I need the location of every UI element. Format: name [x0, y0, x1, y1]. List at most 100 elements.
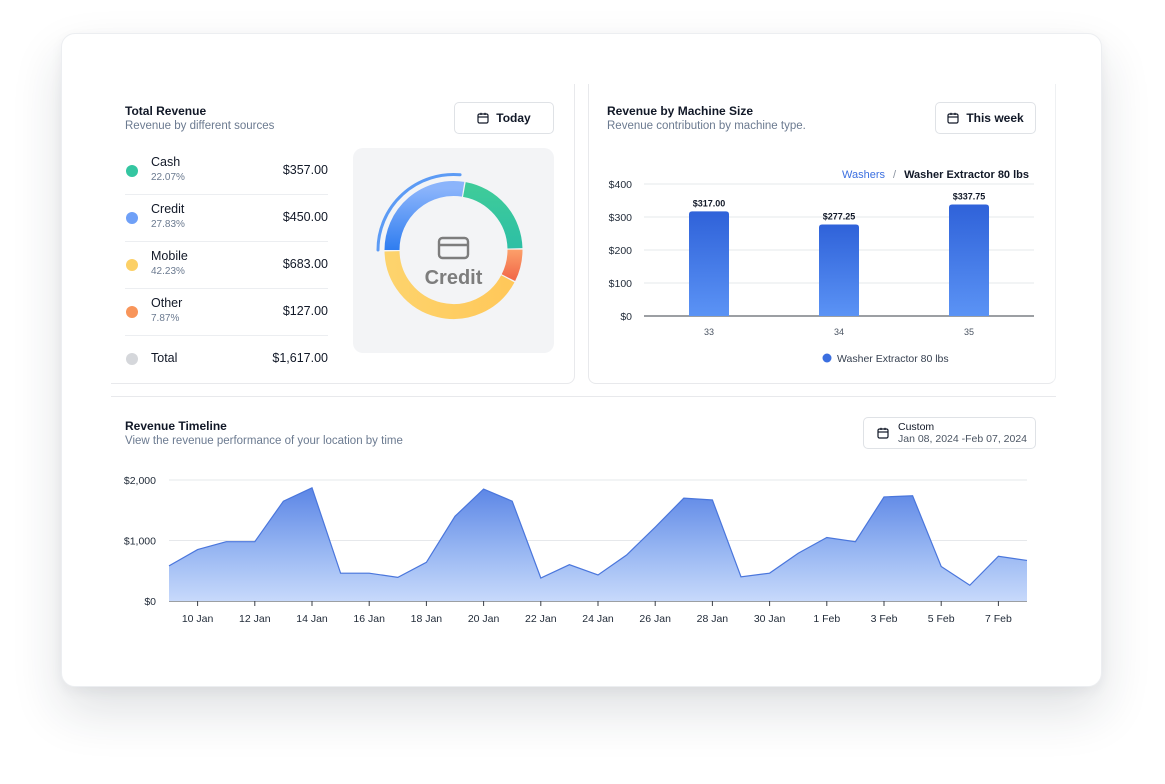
breadcrumb-current: Washer Extractor 80 lbs [904, 169, 1029, 181]
area-line [168, 487, 1028, 587]
today-filter-label: Today [496, 111, 531, 125]
bar-y-tick-label: $400 [609, 179, 633, 191]
area-point[interactable] [996, 554, 1000, 558]
legend-label[interactable]: Washer Extractor 80 lbs [837, 353, 949, 365]
today-filter-button[interactable]: Today [454, 102, 554, 134]
area-point[interactable] [396, 575, 400, 579]
source-value: $127.00 [282, 304, 328, 318]
donut-chart: Credit [376, 173, 523, 319]
area-point[interactable] [224, 540, 228, 544]
area-x-tick-label: 7 Feb [985, 613, 1012, 625]
area-point[interactable] [367, 571, 371, 575]
area-point[interactable] [339, 571, 343, 575]
area-point[interactable] [653, 525, 657, 529]
this-week-filter-label: This week [966, 111, 1024, 125]
pie-slice-credit[interactable] [384, 181, 465, 251]
area-point[interactable] [739, 575, 743, 579]
area-point[interactable] [453, 514, 457, 518]
bar-x-tick-label: 33 [704, 327, 714, 337]
area-point[interactable] [796, 551, 800, 555]
section-divider [111, 396, 1056, 397]
pie-slice-other[interactable] [501, 249, 523, 282]
bar-y-tick-label: $100 [609, 278, 633, 290]
area-point[interactable] [882, 495, 886, 499]
calendar-icon [477, 112, 489, 124]
pie-slice-cash[interactable] [462, 182, 523, 249]
bar-data-label: $337.75 [953, 192, 986, 202]
area-point[interactable] [567, 563, 571, 567]
area-point[interactable] [281, 499, 285, 503]
bar-33[interactable] [689, 211, 729, 316]
breadcrumb: Washers / Washer Extractor 80 lbs [842, 169, 1029, 181]
area-point[interactable] [768, 571, 772, 575]
bar-data-label: $277.25 [823, 212, 856, 222]
list-item: Mobile 42.23% $683.00 [125, 242, 328, 289]
area-point[interactable] [853, 540, 857, 544]
cash-dot [126, 165, 138, 177]
area-point[interactable] [482, 487, 486, 491]
bar-x-tick-label: 34 [834, 327, 844, 337]
machine-size-subtitle: Revenue contribution by machine type. [607, 120, 806, 132]
total-label: Total [151, 351, 178, 365]
area-point[interactable] [825, 535, 829, 539]
area-point[interactable] [167, 564, 171, 568]
bar-34[interactable] [819, 224, 859, 316]
area-point[interactable] [196, 548, 200, 552]
calendar-icon [877, 427, 889, 439]
source-name: Cash [151, 155, 181, 169]
source-name: Other [151, 296, 183, 310]
area-x-tick-label: 1 Feb [813, 613, 840, 625]
pie-highlight-arc [376, 173, 462, 252]
bar-35[interactable] [949, 204, 989, 316]
total-revenue-subtitle: Revenue by different sources [125, 120, 275, 132]
total-dot [126, 353, 138, 365]
area-y-tick-label: $2,000 [124, 475, 156, 487]
pie-slice-mobile[interactable] [384, 250, 515, 319]
revenue-source-list: Cash 22.07% $357.00 Credit 27.83% $450.0… [125, 148, 328, 383]
area-fill [169, 487, 1027, 601]
area-point[interactable] [911, 494, 915, 498]
credit-card-icon [437, 236, 470, 260]
list-item: Credit 27.83% $450.00 [125, 195, 328, 242]
source-value: $357.00 [282, 163, 328, 177]
bar-data-label: $317.00 [693, 198, 726, 208]
bar-x-tick-label: 35 [964, 327, 974, 337]
other-dot [126, 306, 138, 318]
area-x-tick-label: 10 Jan [182, 613, 214, 625]
area-point[interactable] [310, 486, 314, 490]
area-x-tick-label: 12 Jan [239, 613, 271, 625]
legend-swatch [822, 353, 832, 363]
area-x-tick-label: 14 Jan [296, 613, 328, 625]
area-point[interactable] [539, 576, 543, 580]
this-week-filter-button[interactable]: This week [935, 102, 1036, 134]
area-point[interactable] [253, 540, 257, 544]
custom-filter-range: Jan 08, 2024 -Feb 07, 2024 [898, 433, 1028, 445]
calendar-icon [947, 112, 959, 124]
dashboard-card: Total Revenue Revenue by different sourc… [61, 33, 1102, 687]
area-point[interactable] [1025, 558, 1029, 562]
total-value: $1,617.00 [272, 351, 328, 365]
area-point[interactable] [968, 583, 972, 587]
area-point[interactable] [625, 553, 629, 557]
custom-date-filter-text: Custom Jan 08, 2024 -Feb 07, 2024 [898, 421, 1027, 445]
source-value: $683.00 [282, 257, 328, 271]
area-point[interactable] [710, 498, 714, 502]
area-point[interactable] [424, 560, 428, 564]
timeline-subtitle: View the revenue performance of your loc… [125, 435, 403, 447]
machine-size-title: Revenue by Machine Size [607, 104, 754, 118]
area-point[interactable] [596, 573, 600, 577]
source-percent: 42.23% [151, 266, 185, 277]
credit-dot [126, 212, 138, 224]
custom-date-filter-button[interactable]: Custom Jan 08, 2024 -Feb 07, 2024 [863, 417, 1036, 449]
area-point[interactable] [510, 499, 514, 503]
area-point[interactable] [682, 496, 686, 500]
breadcrumb-washers-link[interactable]: Washers [842, 169, 886, 181]
donut-chart-container: Credit [353, 148, 554, 353]
area-point[interactable] [939, 565, 943, 569]
area-x-tick-label: 30 Jan [754, 613, 786, 625]
source-percent: 22.07% [151, 172, 185, 183]
machine-bar-chart: $0 $100 $200 $300 $400 $317.00 33 $277.25 34 $33… [609, 179, 1034, 365]
source-value: $450.00 [282, 210, 328, 224]
source-name: Mobile [151, 249, 188, 263]
area-x-tick-label: 5 Feb [928, 613, 955, 625]
